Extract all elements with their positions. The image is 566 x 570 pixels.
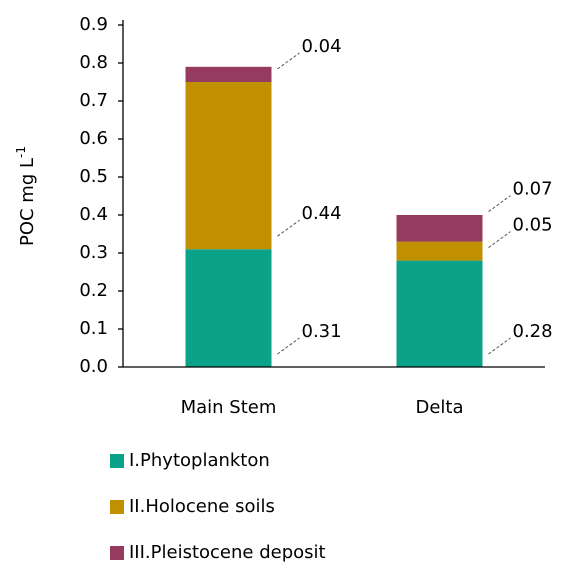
data-label: 0.31: [302, 321, 342, 342]
y-axis-title-superscript: -1: [14, 146, 28, 158]
y-tick-label: 0.3: [79, 242, 108, 263]
data-label: 0.04: [302, 36, 342, 57]
data-label: 0.05: [513, 215, 553, 236]
data-label: 0.07: [513, 179, 553, 200]
y-tick-label: 0.9: [79, 14, 108, 35]
x-tick-label: Delta: [415, 397, 463, 418]
legend-swatch: [110, 454, 124, 468]
y-tick-label: 0.2: [79, 280, 108, 301]
bar-segment: [396, 260, 483, 367]
legend-label: III.Pleistocene deposit: [129, 542, 326, 563]
data-label: 0.44: [302, 203, 342, 224]
data-label: 0.28: [513, 321, 553, 342]
y-tick-label: 0.1: [79, 318, 108, 339]
bar-segment: [185, 82, 272, 250]
label-leader: [488, 231, 511, 249]
y-tick-label: 0.5: [79, 166, 108, 187]
bar-segment: [185, 249, 272, 367]
legend-swatch: [110, 546, 124, 560]
bar-segment: [396, 215, 483, 242]
y-tick-label: 0.8: [79, 52, 108, 73]
y-tick-label: 0.4: [79, 204, 108, 225]
legend-swatch: [110, 500, 124, 514]
y-tick-label: 0.6: [79, 128, 108, 149]
x-tick-label: Main Stem: [181, 397, 277, 418]
label-leader: [277, 52, 300, 70]
label-leader: [488, 337, 511, 355]
bar-segment: [396, 241, 483, 261]
label-leader: [488, 195, 511, 213]
bar-segment: [185, 66, 272, 82]
label-leader: [277, 337, 300, 355]
y-tick-label: 0.7: [79, 90, 108, 111]
y-axis-title-text: POC mg L: [17, 158, 38, 246]
legend-label: II.Holocene soils: [129, 496, 275, 517]
y-tick-label: 0.0: [79, 356, 108, 377]
y-axis-title: POC mg L-1: [14, 146, 39, 246]
legend-label: I.Phytoplankton: [129, 450, 270, 471]
label-leader: [277, 219, 300, 237]
